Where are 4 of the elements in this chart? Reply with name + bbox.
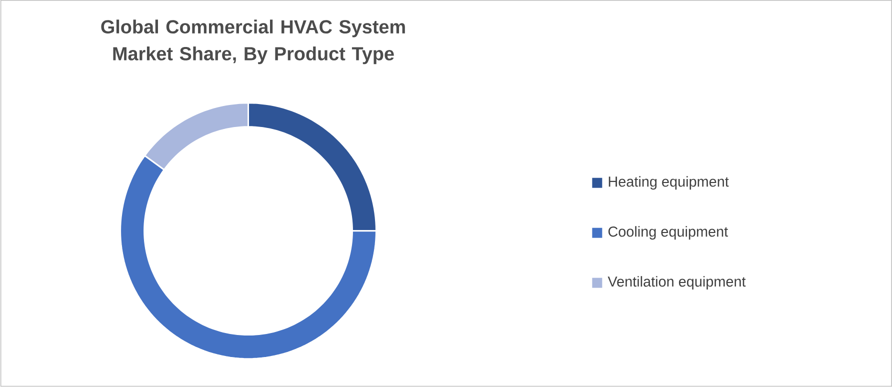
chart-title: Global Commercial HVAC System Market Share, By Product Type — [101, 20, 405, 64]
legend-label: Cooling equipment — [608, 226, 728, 240]
legend-label: Ventilation equipment — [608, 276, 746, 290]
legend-label: Heating equipment — [608, 176, 729, 190]
